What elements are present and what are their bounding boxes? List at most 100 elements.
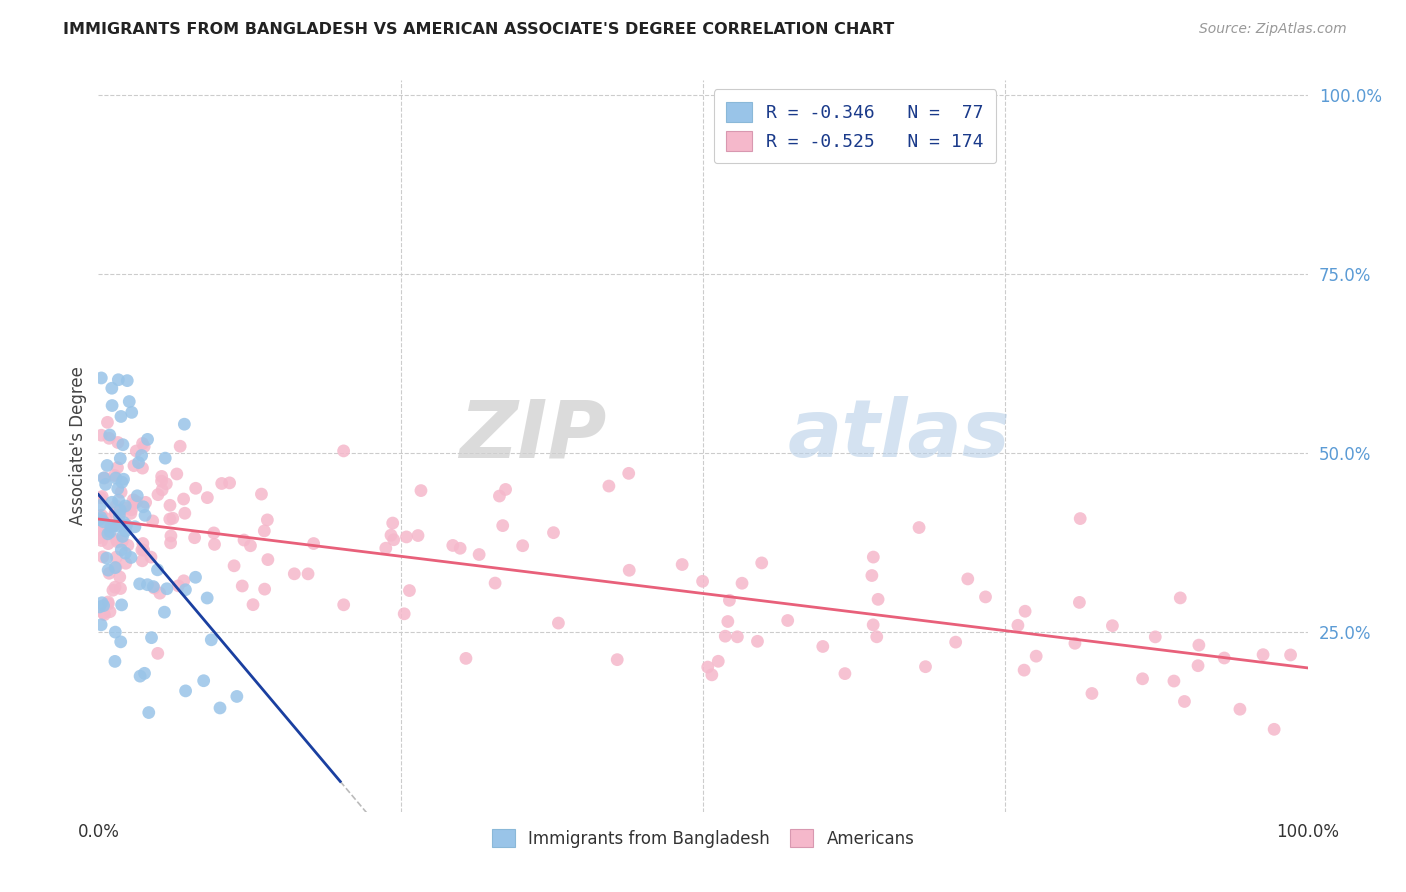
Point bbox=[111, 534, 134, 549]
Point bbox=[159, 512, 181, 526]
Point bbox=[174, 582, 197, 597]
Point bbox=[1069, 595, 1091, 609]
Point bbox=[606, 653, 628, 667]
Point bbox=[146, 563, 169, 577]
Point bbox=[253, 582, 276, 596]
Point bbox=[862, 618, 884, 632]
Point bbox=[1263, 723, 1285, 737]
Point bbox=[91, 523, 114, 537]
Point bbox=[90, 522, 112, 536]
Point bbox=[111, 529, 134, 543]
Point bbox=[111, 475, 134, 490]
Point bbox=[488, 489, 510, 503]
Point bbox=[454, 651, 477, 665]
Point bbox=[98, 428, 121, 442]
Point bbox=[409, 483, 432, 498]
Point bbox=[101, 495, 124, 509]
Point bbox=[98, 524, 121, 538]
Point bbox=[110, 598, 132, 612]
Point bbox=[1187, 658, 1209, 673]
Point bbox=[115, 500, 138, 515]
Point bbox=[204, 537, 226, 551]
Point bbox=[195, 491, 218, 505]
Point bbox=[156, 582, 179, 596]
Point bbox=[98, 605, 121, 619]
Point bbox=[107, 373, 129, 387]
Point bbox=[134, 440, 156, 454]
Point bbox=[107, 482, 129, 496]
Point bbox=[173, 417, 195, 432]
Point bbox=[91, 490, 114, 504]
Point bbox=[142, 514, 165, 528]
Point bbox=[120, 550, 142, 565]
Point bbox=[110, 485, 132, 500]
Point bbox=[150, 474, 173, 488]
Point bbox=[131, 554, 153, 568]
Point bbox=[598, 479, 620, 493]
Point bbox=[149, 586, 172, 600]
Point bbox=[103, 468, 125, 483]
Point bbox=[89, 513, 111, 527]
Point bbox=[233, 533, 256, 547]
Point bbox=[1188, 638, 1211, 652]
Point bbox=[380, 528, 402, 542]
Point bbox=[155, 451, 177, 466]
Point bbox=[105, 533, 128, 547]
Point bbox=[93, 607, 115, 622]
Point bbox=[136, 577, 159, 591]
Point bbox=[1007, 618, 1029, 632]
Point bbox=[125, 444, 148, 458]
Point bbox=[96, 551, 118, 566]
Point bbox=[332, 598, 354, 612]
Point bbox=[104, 499, 127, 513]
Point bbox=[97, 597, 120, 611]
Point bbox=[231, 579, 253, 593]
Point bbox=[117, 374, 139, 388]
Point bbox=[114, 524, 136, 538]
Point bbox=[90, 428, 112, 442]
Point bbox=[1014, 604, 1036, 618]
Point bbox=[543, 525, 565, 540]
Point bbox=[91, 549, 114, 564]
Text: IMMIGRANTS FROM BANGLADESH VS AMERICAN ASSOCIATE'S DEGREE CORRELATION CHART: IMMIGRANTS FROM BANGLADESH VS AMERICAN A… bbox=[63, 22, 894, 37]
Point bbox=[94, 477, 117, 491]
Y-axis label: Associate's Degree: Associate's Degree bbox=[69, 367, 87, 525]
Point bbox=[150, 469, 173, 483]
Point bbox=[398, 583, 420, 598]
Point bbox=[1213, 651, 1236, 665]
Text: Source: ZipAtlas.com: Source: ZipAtlas.com bbox=[1199, 22, 1347, 37]
Point bbox=[169, 439, 191, 453]
Point bbox=[150, 483, 173, 497]
Text: ZIP: ZIP bbox=[458, 396, 606, 474]
Point bbox=[94, 519, 117, 533]
Point bbox=[167, 579, 190, 593]
Point bbox=[107, 460, 129, 475]
Point bbox=[193, 673, 215, 688]
Point bbox=[297, 566, 319, 581]
Point bbox=[93, 515, 115, 529]
Point bbox=[110, 451, 132, 466]
Point bbox=[110, 635, 132, 649]
Point bbox=[135, 495, 157, 509]
Point bbox=[492, 518, 515, 533]
Point bbox=[132, 543, 155, 558]
Point bbox=[118, 394, 141, 409]
Point bbox=[90, 596, 112, 610]
Point bbox=[707, 654, 730, 668]
Point bbox=[242, 598, 264, 612]
Point bbox=[908, 520, 931, 534]
Point bbox=[1251, 648, 1274, 662]
Point bbox=[89, 513, 111, 527]
Point bbox=[239, 539, 262, 553]
Point bbox=[134, 666, 156, 681]
Point bbox=[1279, 648, 1302, 662]
Point bbox=[93, 606, 115, 620]
Point bbox=[100, 519, 122, 533]
Point bbox=[302, 536, 325, 550]
Point bbox=[124, 520, 146, 534]
Point bbox=[89, 531, 111, 545]
Legend: Immigrants from Bangladesh, Americans: Immigrants from Bangladesh, Americans bbox=[485, 822, 921, 855]
Point bbox=[184, 570, 207, 584]
Point bbox=[382, 533, 405, 547]
Point bbox=[104, 471, 127, 485]
